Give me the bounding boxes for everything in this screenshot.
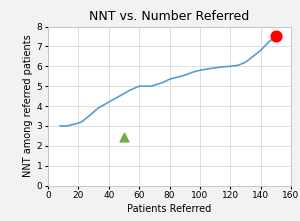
X-axis label: Patients Referred: Patients Referred: [128, 204, 212, 214]
Point: [273, 35, 278, 38]
Point: [122, 135, 126, 139]
Y-axis label: NNT among referred patients: NNT among referred patients: [22, 35, 32, 177]
Title: NNT vs. Number Referred: NNT vs. Number Referred: [89, 10, 250, 23]
